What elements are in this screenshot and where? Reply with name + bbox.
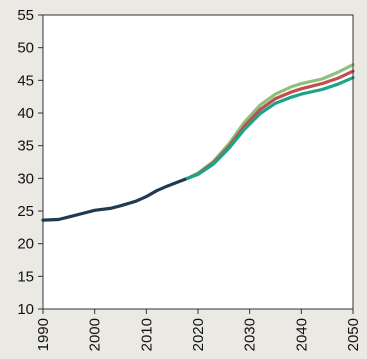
y-tick-label: 10 — [17, 301, 34, 318]
series-line-0 — [41, 176, 190, 222]
y-tick-label: 15 — [17, 268, 34, 285]
y-tick-label: 35 — [17, 138, 34, 155]
x-tick-label: 1990 — [35, 318, 52, 351]
series-layer — [41, 63, 355, 222]
x-tick-label: 2030 — [242, 318, 259, 351]
y-tick-label: 50 — [17, 40, 34, 57]
x-tick-label: 2010 — [138, 318, 155, 351]
x-tick-label: 2000 — [87, 318, 104, 351]
y-tick-label: 45 — [17, 72, 34, 89]
y-tick-label: 30 — [17, 170, 34, 187]
x-tick-label: 2040 — [293, 318, 310, 351]
plot-background — [43, 15, 353, 309]
x-tick-label: 2020 — [190, 318, 207, 351]
x-tick-label: 2050 — [345, 318, 362, 351]
axis-layer: 10 15 20 25 30 35 40 45 50 55 1990 2000 2010 2020 2030… — [17, 7, 362, 351]
y-tick-label: 55 — [17, 7, 34, 24]
series-line-3 — [186, 76, 355, 180]
y-tick-label: 25 — [17, 203, 34, 220]
y-tick-label: 40 — [17, 105, 34, 122]
y-tick-label: 20 — [17, 236, 34, 253]
